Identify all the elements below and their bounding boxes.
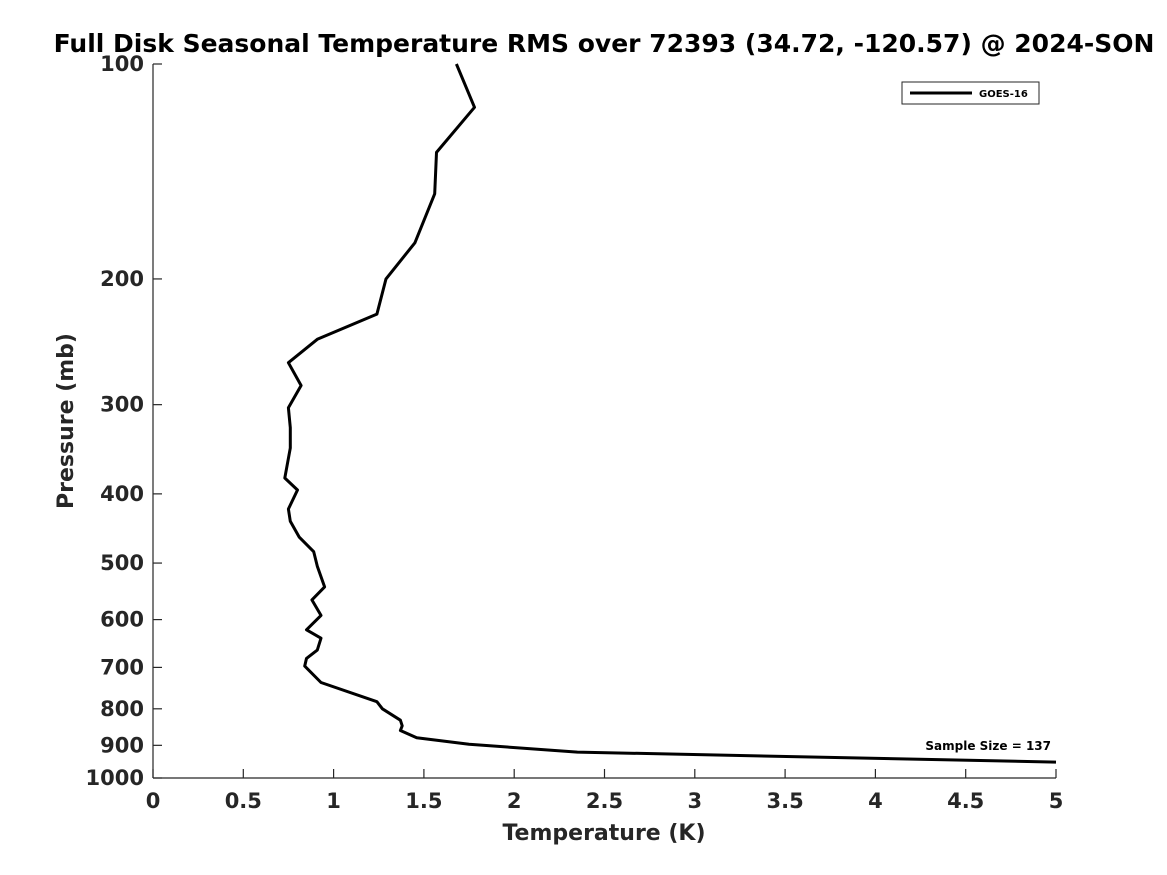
y-tick-label: 800 xyxy=(100,697,144,721)
y-tick-label: 100 xyxy=(100,52,144,76)
x-axis-label: Temperature (K) xyxy=(502,821,705,846)
legend-entry: GOES-16 xyxy=(979,89,1028,100)
y-axis-label: Pressure (mb) xyxy=(54,333,79,509)
y-tick-label: 500 xyxy=(100,551,144,575)
legend: GOES-16 xyxy=(901,81,1040,105)
x-tick-label: 1.5 xyxy=(405,789,442,813)
x-tick-label: 0 xyxy=(146,789,161,813)
y-tick-label: 900 xyxy=(100,733,144,757)
x-tick-label: 0.5 xyxy=(225,789,262,813)
sample-size-annotation: Sample Size = 137 xyxy=(925,739,1051,753)
y-tick-label: 200 xyxy=(100,267,144,291)
series-line-goes-16 xyxy=(283,63,1057,764)
plot-area: 0 0.5 1 1.5 2 2.5 3 3.5 4 4.5 5 100 200 300 400 500 600… xyxy=(86,52,1064,813)
x-tick-label: 3 xyxy=(687,789,702,813)
x-tick-label: 2 xyxy=(507,789,522,813)
y-tick-label: 400 xyxy=(100,482,144,506)
x-tick-label: 3.5 xyxy=(766,789,803,813)
y-tick-label: 600 xyxy=(100,608,144,632)
y-tick-label: 1000 xyxy=(86,766,144,790)
x-tick-label: 4.5 xyxy=(947,789,984,813)
x-tick-label: 1 xyxy=(326,789,341,813)
y-ticks: 100 200 300 400 500 600 700 800 900 1000 xyxy=(86,52,162,790)
y-tick-label: 300 xyxy=(100,393,144,417)
x-tick-label: 2.5 xyxy=(586,789,623,813)
x-tick-label: 5 xyxy=(1049,789,1064,813)
y-tick-label: 700 xyxy=(100,655,144,679)
series-layer xyxy=(283,63,1057,764)
x-ticks: 0 0.5 1 1.5 2 2.5 3 3.5 4 4.5 5 xyxy=(146,769,1064,813)
chart-title: Full Disk Seasonal Temperature RMS over … xyxy=(54,29,1155,58)
x-tick-label: 4 xyxy=(868,789,883,813)
